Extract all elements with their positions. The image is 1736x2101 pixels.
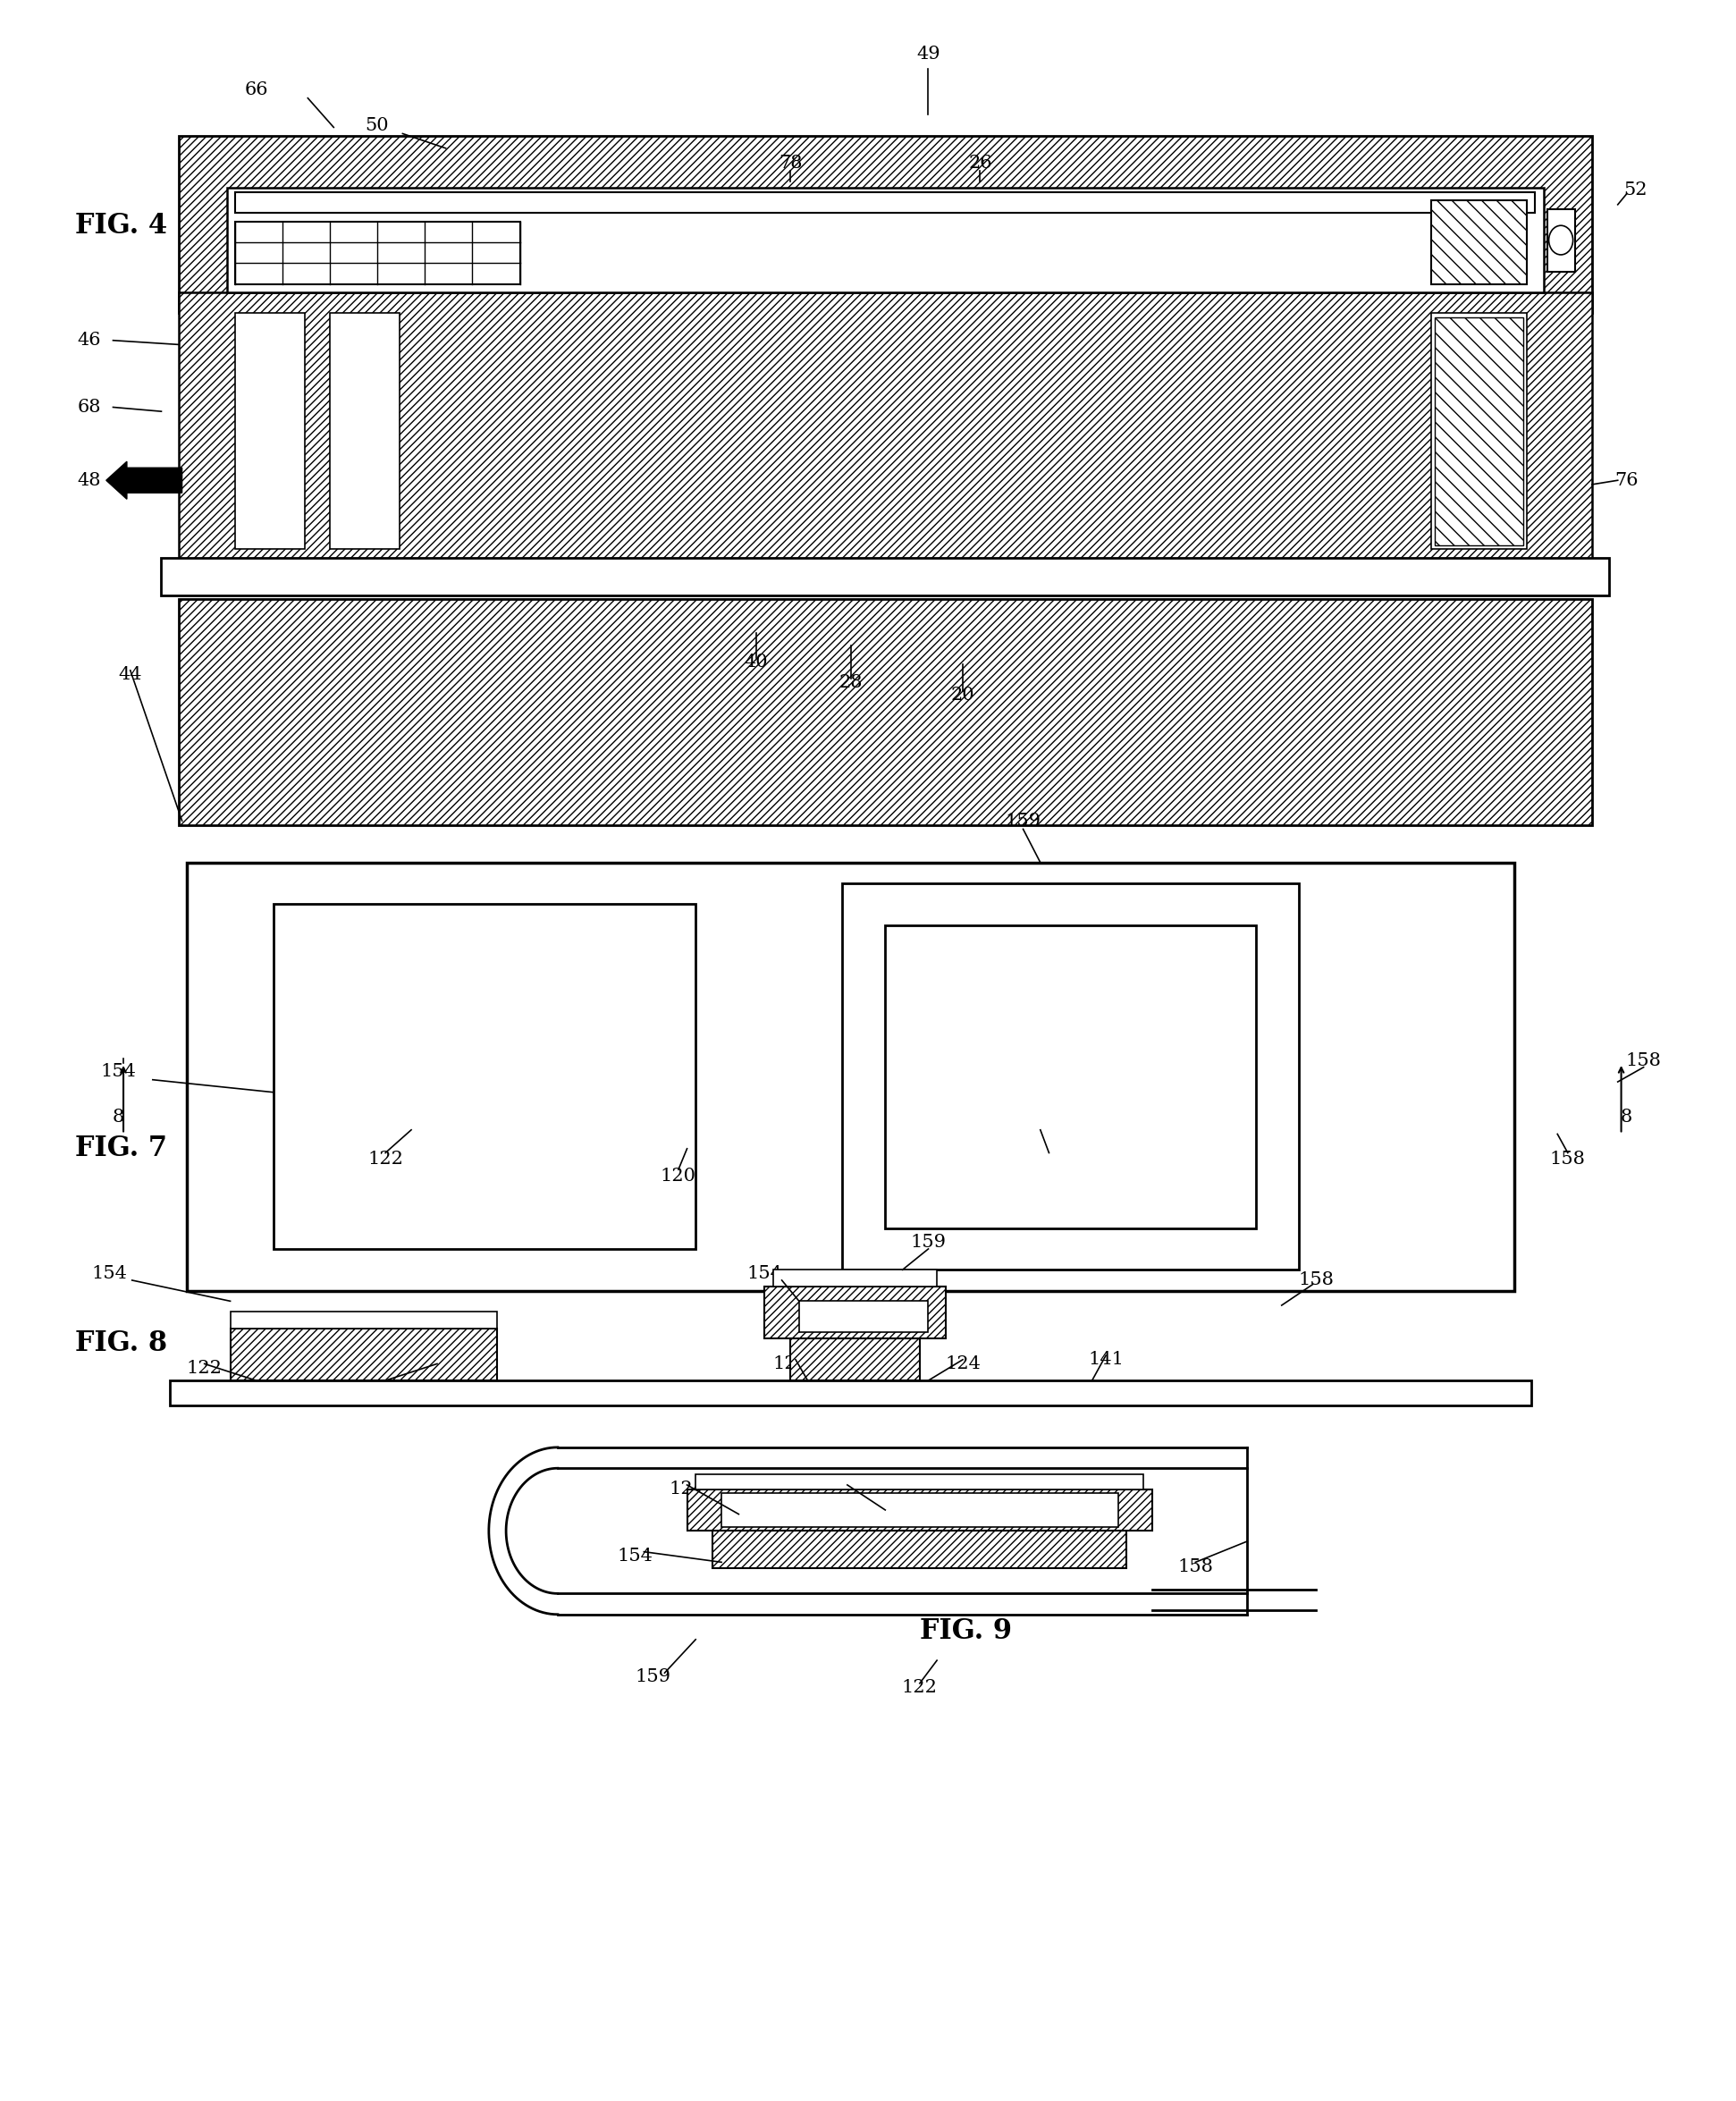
Text: 124: 124 [668, 1481, 705, 1498]
Bar [842, 882, 1299, 1269]
Text: 154: 154 [618, 1548, 653, 1565]
Bar [227, 187, 1543, 292]
Text: 49: 49 [917, 46, 941, 63]
Bar [687, 1490, 1153, 1532]
Text: 46: 46 [76, 332, 101, 349]
Bar [713, 1532, 1127, 1569]
Bar [722, 1494, 1118, 1527]
Text: 158: 158 [1550, 1151, 1585, 1168]
Bar [187, 864, 1514, 1290]
Bar [1432, 200, 1526, 284]
Bar [1436, 317, 1522, 544]
Text: 158: 158 [1299, 1271, 1333, 1288]
Bar [179, 599, 1592, 826]
Bar [161, 557, 1609, 595]
Bar [273, 903, 696, 1248]
Text: 8: 8 [1620, 1109, 1632, 1126]
Text: 48: 48 [76, 473, 101, 490]
Bar [236, 191, 1535, 212]
Text: FIG. 4: FIG. 4 [75, 212, 167, 240]
Text: 154: 154 [92, 1265, 127, 1282]
Text: 8: 8 [113, 1109, 125, 1126]
Bar [236, 313, 304, 548]
Text: 76: 76 [1614, 473, 1639, 490]
Bar [330, 313, 399, 548]
Text: 158: 158 [1627, 1053, 1661, 1069]
Text: FIG. 8: FIG. 8 [75, 1330, 167, 1357]
Text: 122: 122 [903, 1679, 937, 1696]
Text: 154: 154 [746, 1265, 783, 1282]
Bar [773, 1269, 937, 1286]
Bar [1432, 313, 1526, 548]
Bar [231, 1328, 498, 1380]
FancyArrow shape [106, 462, 182, 500]
Text: 66: 66 [245, 82, 267, 99]
Text: 20: 20 [951, 687, 974, 704]
Text: FIG. 7: FIG. 7 [75, 1135, 167, 1162]
Bar [236, 221, 519, 284]
Bar [790, 1338, 920, 1380]
Text: 140: 140 [418, 1359, 455, 1376]
Text: 124: 124 [773, 1355, 809, 1372]
Text: 159: 159 [910, 1233, 946, 1250]
Text: 122: 122 [368, 1151, 403, 1168]
Text: 122: 122 [186, 1359, 222, 1376]
Text: 141: 141 [1088, 1351, 1123, 1368]
Text: 44: 44 [118, 666, 142, 683]
Circle shape [1549, 225, 1573, 254]
Bar [696, 1475, 1144, 1490]
Bar [1547, 208, 1575, 271]
Text: 40: 40 [745, 653, 767, 670]
Text: 158: 158 [1177, 1557, 1213, 1576]
Bar [885, 924, 1255, 1227]
Bar [179, 137, 1592, 313]
Text: 124: 124 [830, 1481, 865, 1498]
Text: 26: 26 [969, 153, 991, 172]
Text: 28: 28 [838, 674, 863, 691]
Text: 159: 159 [1005, 813, 1042, 830]
Text: 120: 120 [660, 1168, 696, 1185]
Text: 124: 124 [944, 1355, 981, 1372]
Bar [179, 292, 1592, 574]
Text: 124: 124 [1031, 1151, 1068, 1168]
Text: 78: 78 [778, 153, 802, 172]
Text: FIG. 9: FIG. 9 [920, 1618, 1012, 1645]
Text: 154: 154 [101, 1063, 135, 1080]
Text: 52: 52 [1623, 181, 1647, 197]
Bar [231, 1311, 498, 1328]
Bar [764, 1286, 946, 1338]
Text: 50: 50 [365, 118, 389, 134]
Bar [799, 1301, 929, 1332]
Bar [170, 1380, 1531, 1406]
Text: 159: 159 [635, 1668, 670, 1685]
Text: 68: 68 [76, 399, 101, 416]
